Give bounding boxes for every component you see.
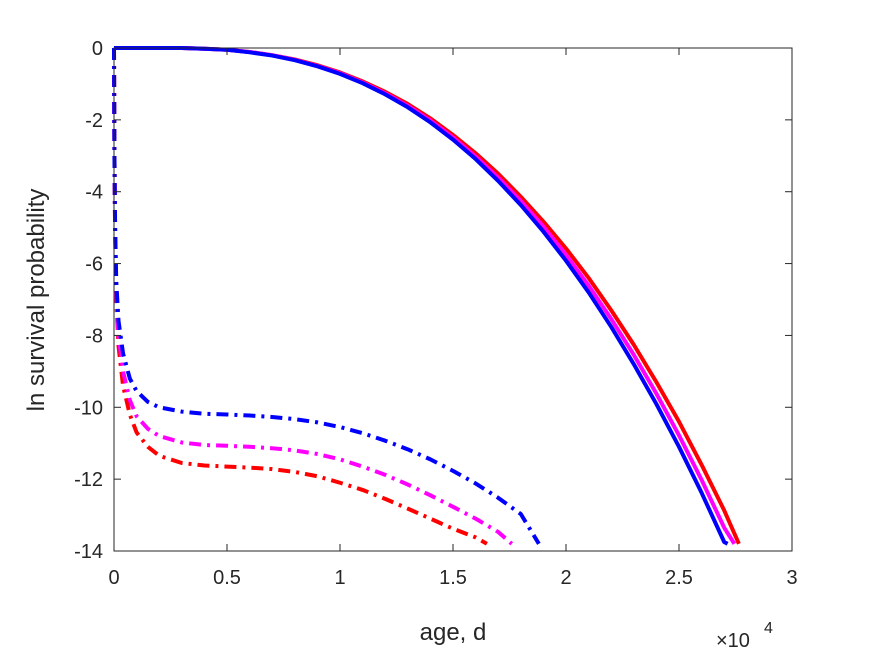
series-layer — [112, 46, 741, 546]
x-tick-label: 2.5 — [665, 567, 693, 589]
series-line-6-dashdot — [112, 47, 541, 545]
y-tick-label: 0 — [92, 38, 103, 60]
x-tick-label: 2 — [560, 567, 571, 589]
y-tick-label: -2 — [85, 110, 103, 132]
y-tick-label: -8 — [85, 325, 103, 347]
y-tick-label: -6 — [85, 254, 103, 276]
x-multiplier-label: ×10 — [716, 630, 750, 652]
tick-layer: 0 0.5 1 1.5 2 2.5 3 0 -2 -4 -6 -8 -10 -12 -14 — [74, 38, 797, 589]
x-tick-label: 1.5 — [439, 567, 467, 589]
x-axis-label: age, d — [420, 619, 487, 646]
x-tick-label: 0.5 — [213, 567, 241, 589]
y-tick-label: -12 — [74, 469, 103, 491]
plot-area — [114, 48, 792, 551]
y-tick-label: -4 — [85, 182, 103, 204]
x-multiplier-exponent: 4 — [764, 620, 773, 637]
x-tick-label: 0 — [108, 567, 119, 589]
series-line-5-dashdot — [112, 47, 514, 546]
y-axis-label: ln survival probability — [23, 189, 50, 412]
x-tick-label: 1 — [334, 567, 345, 589]
y-tick-label: -10 — [74, 397, 103, 419]
x-tick-label: 3 — [786, 567, 797, 589]
y-tick-label: -14 — [74, 541, 103, 563]
series-line-3-solid — [114, 46, 729, 546]
